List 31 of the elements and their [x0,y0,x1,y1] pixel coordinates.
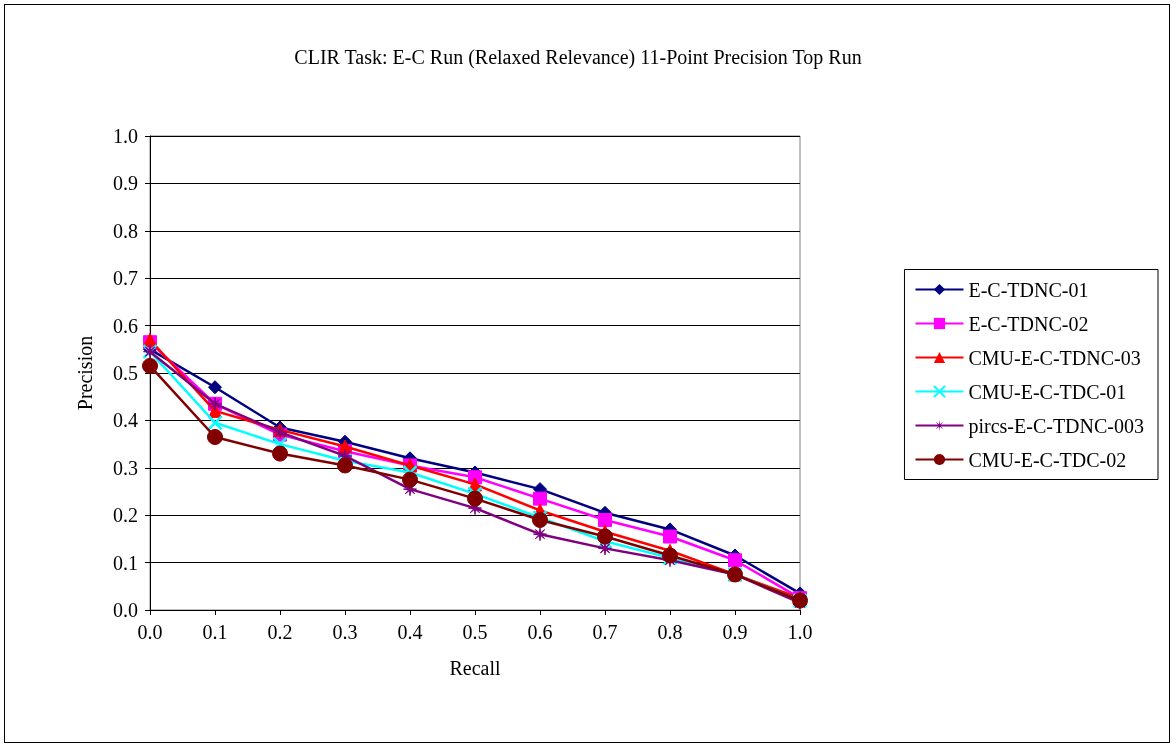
legend-label: CMU-E-C-TDC-01 [968,380,1127,403]
y-axis-title: Precision [74,335,96,411]
y-tick-label: 0.2 [113,504,138,527]
x-tick-label: 0.1 [202,621,228,643]
x-tick-label: 0.2 [267,621,293,643]
y-tick-label: 0.8 [113,219,138,242]
x-tick-label: 0.0 [137,621,163,643]
x-tick-label: 0.5 [462,621,488,643]
y-tick-label: 0.6 [113,314,138,337]
y-tick-label: 0.0 [113,599,138,621]
x-tick-label: 0.3 [332,621,358,643]
x-tick-label: 0.4 [397,621,423,643]
x-tick-label: 0.8 [657,621,683,643]
x-tick-label: 0.7 [592,621,618,643]
y-tick-label: 0.9 [113,172,138,195]
chart-title: CLIR Task: E-C Run (Relaxed Relevance) 11-Point Precision Top Run [294,46,862,69]
x-axis-title: Recall [449,657,501,679]
x-tick-label: 1.0 [787,621,813,643]
y-tick-label: 0.5 [113,362,138,384]
y-tick-label: 0.4 [113,409,138,432]
x-tick-label: 0.9 [722,621,748,643]
legend-label: pircs-E-C-TDNC-003 [968,414,1145,438]
x-tick-label: 0.6 [527,621,553,643]
legend-label: CMU-E-C-TDNC-03 [968,346,1141,369]
legend-label: CMU-E-C-TDC-02 [968,448,1127,471]
y-tick-label: 0.3 [113,456,138,479]
y-tick-label: 0.7 [113,267,138,290]
y-tick-label: 0.1 [113,551,138,574]
legend-label: E-C-TDNC-02 [968,312,1089,335]
y-tick-label: 1.0 [113,125,138,147]
legend-label: E-C-TDNC-01 [968,278,1089,301]
